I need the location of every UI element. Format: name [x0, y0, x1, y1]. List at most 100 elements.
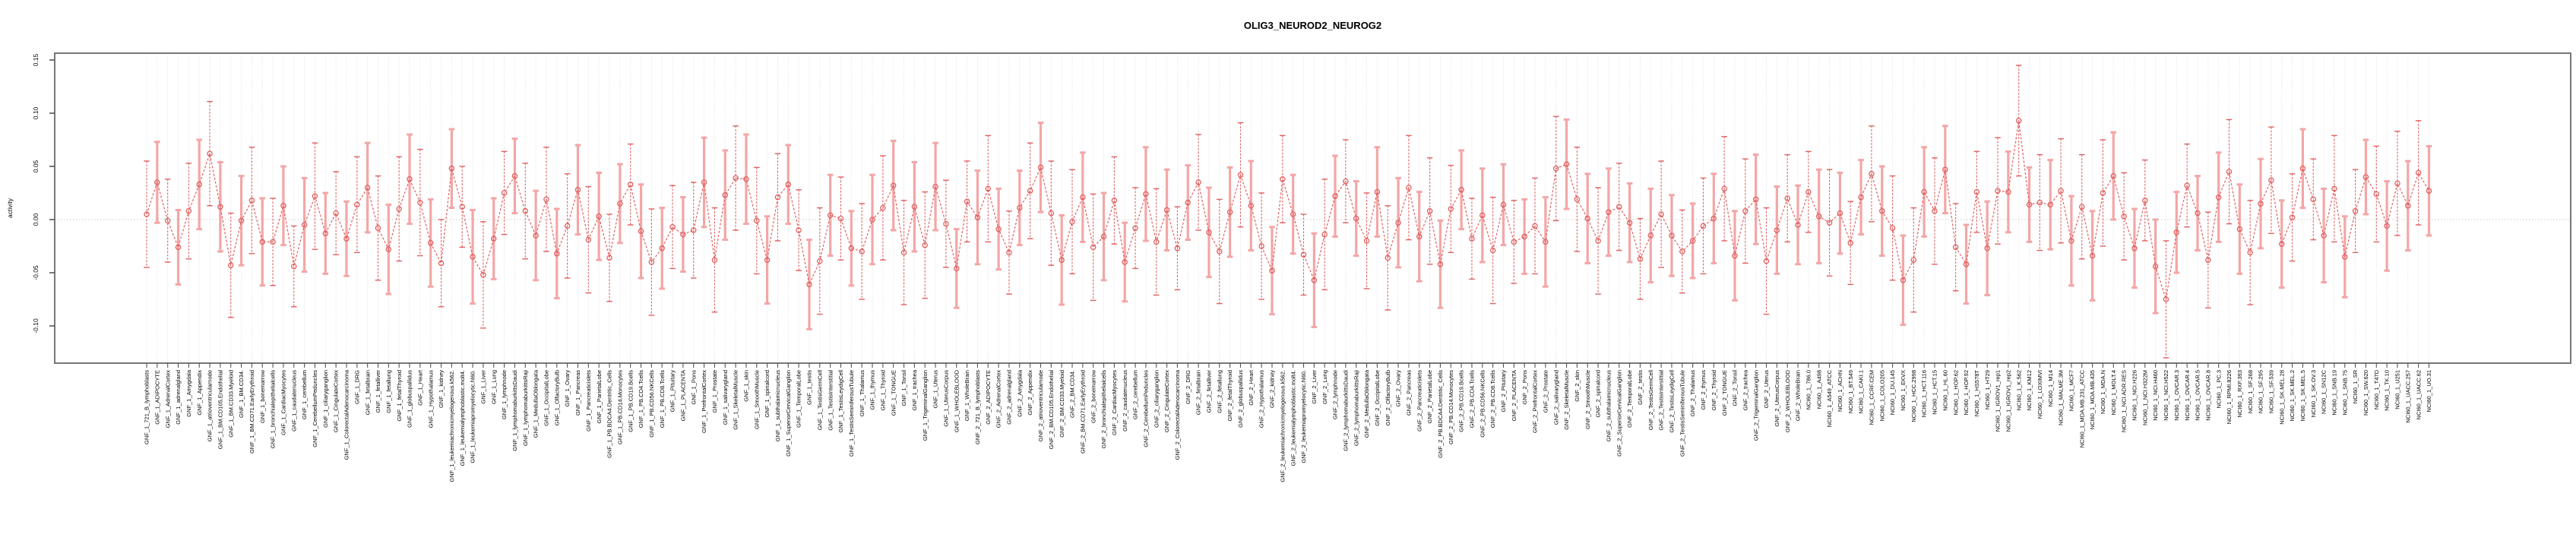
x-tick-label: NCI60_1_HL.60	[1941, 370, 1948, 411]
data-point	[1416, 233, 1422, 240]
data-point	[1059, 257, 1065, 263]
x-tick-label: GNF_2_OlfactoryBulb	[1385, 370, 1391, 425]
x-tick-label: NCI60_1_U251	[2394, 370, 2401, 409]
x-tick-label: GNF_2_ADIPOCYTE	[985, 370, 992, 425]
x-tick-label: GNF_1_PB.BDCA4.Dentritic_Cells	[606, 370, 613, 458]
x-tick-label: GNF_2_globuspallidus	[1237, 370, 1244, 428]
data-point	[154, 179, 160, 185]
x-tick-label: NCI60_1_MDA.N	[2100, 370, 2106, 414]
x-tick-label: GNF_2_SkeletalMuscle	[1563, 370, 1570, 430]
data-point	[2005, 188, 2011, 195]
x-tick-label: GNF_2_Heart	[1248, 369, 1255, 406]
data-point	[2321, 232, 2327, 239]
x-tick-label: GNF_2_TestisSeminiferousTubule	[1679, 370, 1685, 457]
data-point	[1479, 212, 1486, 219]
x-tick-label: GNF_2_adrenalgland	[1006, 370, 1013, 425]
data-point	[1248, 203, 1255, 209]
x-tick-label: GNF_2_Pancreas	[1406, 370, 1413, 416]
data-point	[764, 257, 771, 263]
x-tick-label: GNF_1_ciliaryganglion	[322, 370, 329, 428]
x-tick-label: GNF_1_Thalamus	[859, 370, 866, 417]
x-tick-label: GNF_2_Lung	[1321, 370, 1328, 404]
x-tick-label: GNF_2_caudatenucleus	[1122, 370, 1128, 432]
x-tick-label: GNF_2_CerebellumPeduncles	[1142, 370, 1149, 447]
x-tick-label: GNF_2_lymphomaburkittsRaji	[1353, 370, 1359, 446]
x-tick-label: GNF_2_PB.CD56.NKCells	[1479, 370, 1486, 438]
data-point	[964, 198, 970, 204]
data-point	[238, 217, 245, 224]
x-tick-label: NCI60_1_MDA.MB.435	[2089, 370, 2096, 429]
data-point	[1847, 240, 1853, 246]
data-point	[1111, 198, 1118, 204]
data-point	[2058, 188, 2064, 194]
data-point	[1952, 244, 1959, 251]
data-point	[774, 194, 781, 201]
data-point	[722, 192, 729, 198]
x-tick-label: GNF_2_leukemiapromyelocytic.hl60.	[1300, 370, 1307, 463]
data-point	[1637, 256, 1644, 262]
x-tick-label: NCI60_1_SK.MEL.5	[2299, 370, 2306, 422]
x-tick-label: GNF_1_leukemialymphoblastic.molt4.	[459, 370, 466, 466]
x-tick-label: GNF_2_skin	[1574, 370, 1581, 402]
data-point	[217, 204, 223, 210]
y-tick-label: 0.10	[32, 106, 40, 119]
x-tick-label: NCI60_1_CAKI.1	[1858, 370, 1865, 414]
data-point	[1805, 188, 1812, 195]
data-point	[448, 166, 455, 172]
x-tick-label: NCI60_1_PC.3	[2215, 370, 2222, 408]
data-point	[1973, 188, 1980, 195]
x-tick-label: GNF_1_TrigeminalGanglion	[922, 370, 929, 441]
x-tick-label: NCI60_1_HT29	[1984, 370, 1991, 409]
x-tick-label: GNF_2_leukemiachronicmyelogenous.k562.	[1279, 370, 1286, 482]
data-point	[1037, 164, 1044, 171]
data-point	[196, 182, 202, 188]
data-point	[1543, 239, 1549, 245]
x-tick-label: NCI60_1_NCI.ADR.RES	[2121, 370, 2128, 432]
data-point	[2226, 169, 2233, 175]
x-tick-label: NCI60_1_NCI.H522	[2163, 370, 2169, 421]
data-point	[1626, 220, 1633, 226]
data-point	[1752, 196, 1759, 203]
data-point	[1448, 206, 1454, 212]
data-point	[1984, 245, 1990, 251]
x-tick-label: GNF_2_fetalbrain	[1195, 370, 1202, 415]
data-point	[1995, 188, 2001, 194]
x-tick-label: NCI60_1_SK.OV.3	[2310, 370, 2317, 417]
data-point	[1689, 238, 1696, 244]
x-tick-label: GNF_1_Thyroid	[879, 370, 886, 410]
chart-title: OLIG3_NEUROD2_NEUROG2	[1243, 20, 1382, 31]
data-point	[1900, 277, 1907, 283]
data-point	[333, 210, 339, 217]
x-tick-label: GNF_1_CingulateCortex	[333, 370, 340, 432]
data-point	[880, 204, 886, 211]
data-point	[1595, 238, 1601, 244]
data-point	[1132, 225, 1138, 231]
x-tick-label: GNF_1_thymus	[869, 370, 876, 410]
data-point	[1100, 233, 1107, 240]
x-tick-label: NCI60_1_HOP.62	[1952, 370, 1959, 415]
data-point	[1647, 232, 1654, 239]
x-tick-label: GNF_2_MedullaOblongata	[1363, 369, 1370, 438]
data-point	[1742, 208, 1748, 214]
x-tick-label: GNF_1_atrioventricularnode	[207, 370, 214, 441]
x-tick-label: GNF_1_Liver	[480, 370, 487, 404]
x-tick-label: GNF_2_OccipitalLobe	[1374, 370, 1381, 426]
x-tick-label: GNF_1_TestisInterstitial	[827, 370, 834, 431]
data-point	[1374, 188, 1381, 195]
x-tick-label: GNF_2_PB.CD19.Bcells	[1458, 370, 1465, 432]
data-point	[2100, 190, 2106, 196]
data-point	[1195, 179, 1201, 185]
x-tick-label: GNF_2_PB.CD14.Monocytes	[1448, 370, 1454, 444]
data-point	[900, 249, 907, 256]
data-point	[869, 217, 875, 223]
data-point	[2068, 238, 2074, 244]
data-point	[1795, 222, 1801, 228]
data-point	[2268, 177, 2274, 183]
data-point	[1732, 252, 1738, 259]
x-tick-label: NCI60_1_SW.620	[2362, 370, 2369, 416]
data-point	[1332, 193, 1338, 199]
x-tick-label: GNF_2_fetallung	[1216, 370, 1223, 413]
data-point	[2195, 210, 2201, 217]
x-tick-label: GNF_2_DRG	[1185, 370, 1191, 404]
data-point	[1311, 277, 1318, 283]
